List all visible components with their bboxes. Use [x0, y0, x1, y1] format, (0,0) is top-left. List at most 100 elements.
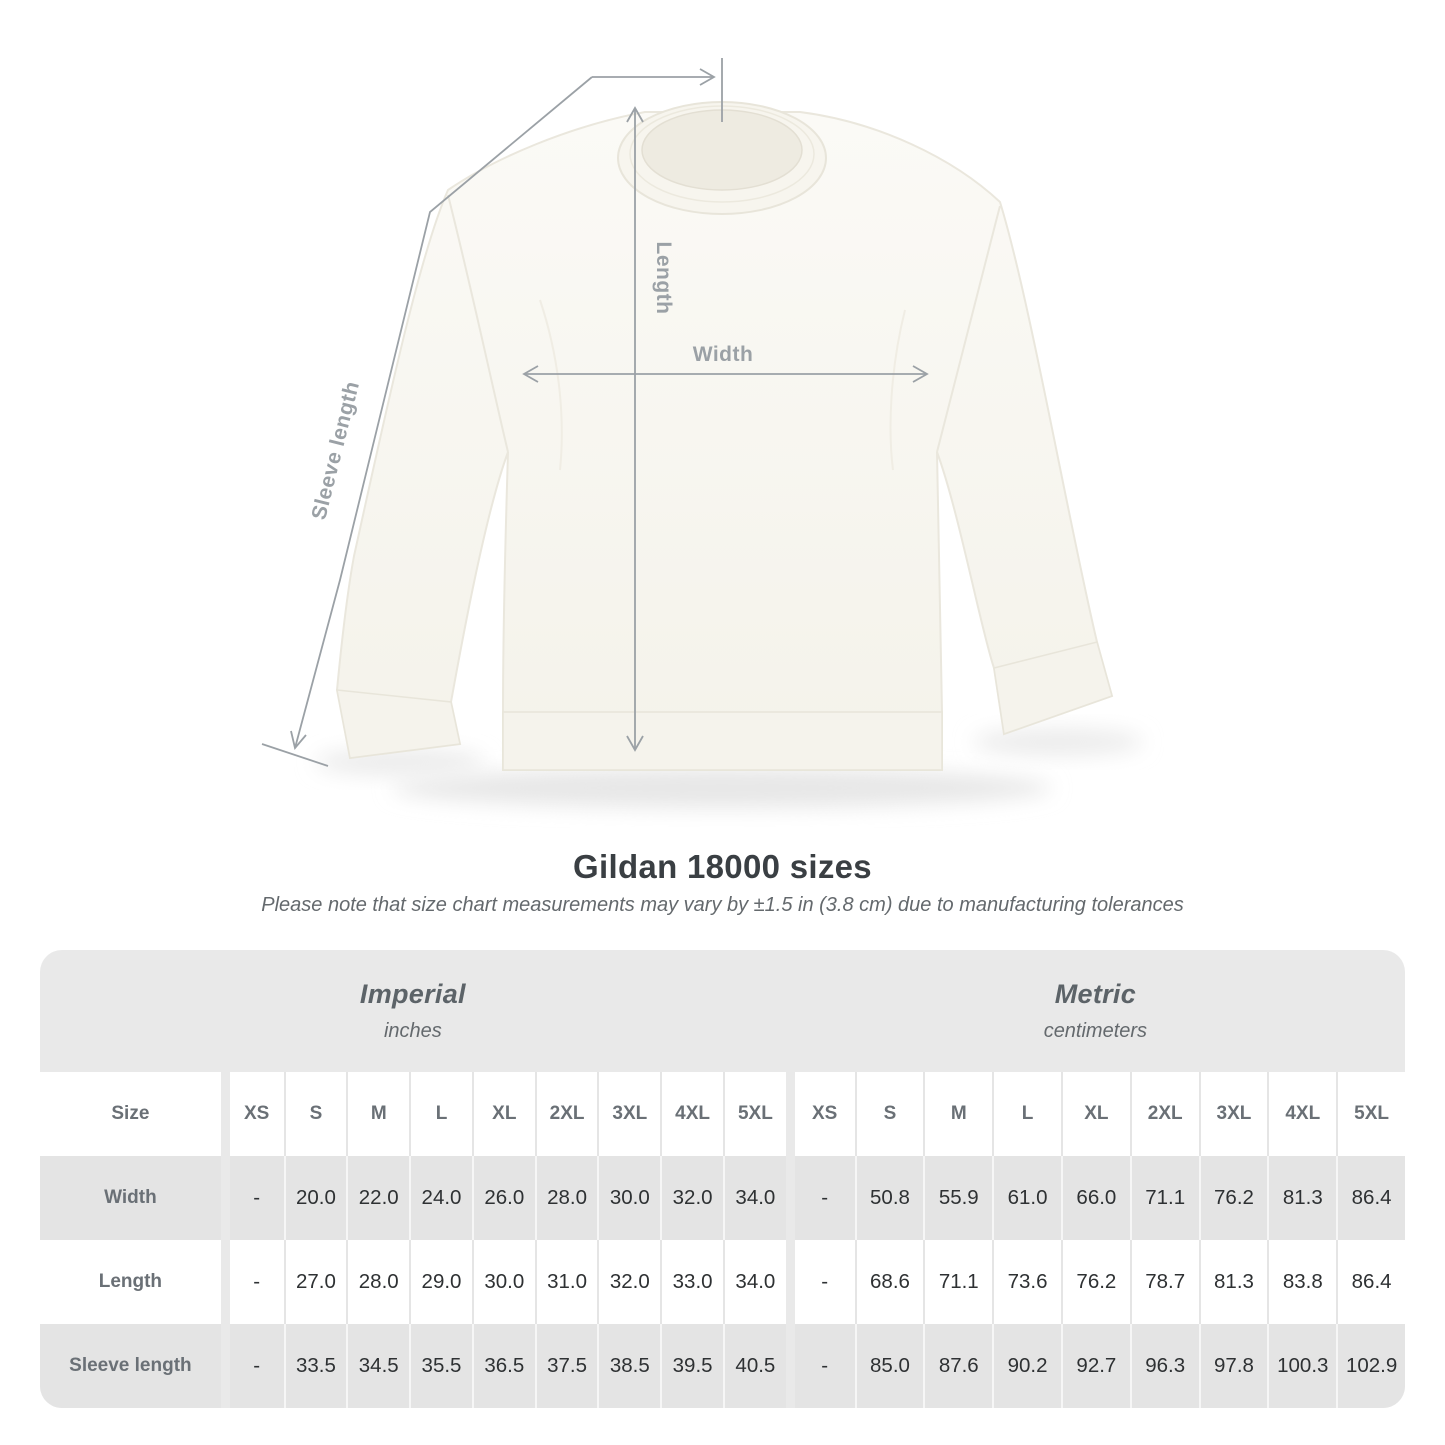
size-col-header: 4XL	[1267, 1072, 1337, 1156]
size-col-header: 5XL	[1336, 1072, 1405, 1156]
value-cell: 29.0	[409, 1240, 472, 1324]
value-cell: -	[220, 1156, 284, 1240]
value-cell: 96.3	[1129, 1324, 1199, 1408]
value-cell: 76.2	[1060, 1240, 1130, 1324]
value-cell: -	[785, 1324, 855, 1408]
unit-group-imperial: Imperial inches	[40, 950, 786, 1072]
size-col-header: L	[409, 1072, 472, 1156]
size-col-header: S	[854, 1072, 924, 1156]
value-cell: 66.0	[1060, 1156, 1130, 1240]
value-cell: 38.5	[597, 1324, 661, 1408]
sleeve-length-arrow-line	[261, 58, 723, 767]
size-col-header: 2XL	[1129, 1072, 1199, 1156]
unit-group-metric: Metric centimeters	[786, 950, 1405, 1072]
unit-group-unit: inches	[383, 1020, 442, 1042]
right-cuff	[993, 641, 1113, 736]
value-cell: 33.0	[660, 1240, 723, 1324]
value-cell: 102.9	[1336, 1324, 1405, 1408]
value-cell: 28.0	[534, 1156, 598, 1240]
value-cell: 30.0	[471, 1240, 535, 1324]
value-cell: 40.5	[723, 1324, 786, 1408]
length-label: Length	[652, 242, 675, 315]
value-cell: 34.0	[723, 1240, 786, 1324]
value-cell: 37.5	[534, 1324, 598, 1408]
measurement-lines	[261, 58, 929, 767]
value-cell: -	[220, 1240, 284, 1324]
value-cell: 36.5	[471, 1324, 535, 1408]
value-cell: 81.3	[1267, 1156, 1337, 1240]
size-col-header: XL	[1060, 1072, 1130, 1156]
value-cell: 22.0	[346, 1156, 410, 1240]
value-cell: 100.3	[1267, 1324, 1337, 1408]
value-cell: 83.8	[1267, 1240, 1337, 1324]
size-col-header: XS	[785, 1072, 855, 1156]
value-cell: 50.8	[854, 1156, 924, 1240]
width-arrow-line	[522, 365, 929, 383]
row-label: Sleeve length	[40, 1324, 221, 1408]
value-cell: -	[785, 1156, 855, 1240]
tolerance-note: Please note that size chart measurements…	[261, 894, 1184, 916]
length-arrow-line	[626, 106, 644, 752]
value-cell: 86.4	[1336, 1240, 1405, 1324]
value-cell: 31.0	[534, 1240, 598, 1324]
value-cell: 39.5	[660, 1324, 723, 1408]
size-table: Imperial inches Metric centimeters Size …	[40, 950, 1405, 1408]
armhole-seams	[447, 194, 1001, 453]
value-cell: 90.2	[992, 1324, 1061, 1408]
value-cell: 86.4	[1336, 1156, 1405, 1240]
value-cell: 28.0	[346, 1240, 410, 1324]
value-cell: 76.2	[1198, 1156, 1268, 1240]
value-cell: 97.8	[1198, 1324, 1268, 1408]
value-cell: 27.0	[283, 1240, 347, 1324]
fabric-folds	[539, 299, 906, 471]
value-cell: 35.5	[409, 1324, 472, 1408]
value-cell: 30.0	[597, 1156, 661, 1240]
size-col-header: 3XL	[1198, 1072, 1268, 1156]
value-cell: 61.0	[992, 1156, 1061, 1240]
size-col-header: XL	[471, 1072, 535, 1156]
value-cell: 73.6	[992, 1240, 1061, 1324]
value-cell: 34.5	[346, 1324, 410, 1408]
size-col-header: 2XL	[534, 1072, 598, 1156]
value-cell: 68.6	[854, 1240, 924, 1324]
hem-band	[502, 711, 943, 771]
value-cell: 81.3	[1198, 1240, 1268, 1324]
size-header-cell: Size	[40, 1072, 221, 1156]
value-cell: -	[785, 1240, 855, 1324]
unit-group-name: Imperial	[359, 979, 466, 1009]
value-cell: 85.0	[854, 1324, 924, 1408]
value-cell: 20.0	[283, 1156, 347, 1240]
size-col-header: M	[346, 1072, 410, 1156]
collar	[617, 101, 827, 215]
sweatshirt-diagram-svg: Length Width Sleeve length	[261, 58, 1143, 808]
size-col-header: S	[283, 1072, 347, 1156]
sweatshirt-body	[335, 111, 1114, 771]
row-label: Length	[40, 1240, 221, 1324]
size-col-header: 5XL	[723, 1072, 786, 1156]
size-col-header: M	[923, 1072, 993, 1156]
value-cell: 32.0	[597, 1240, 661, 1324]
unit-group-name: Metric	[1054, 979, 1137, 1009]
left-cuff	[336, 689, 461, 759]
value-cell: 55.9	[923, 1156, 993, 1240]
value-cell: 26.0	[471, 1156, 535, 1240]
value-cell: 92.7	[1060, 1324, 1130, 1408]
row-label: Width	[40, 1156, 221, 1240]
sweatshirt-illustration	[335, 101, 1114, 771]
sleeve-length-label: Sleeve length	[307, 379, 364, 522]
size-col-header: L	[992, 1072, 1061, 1156]
value-cell: 87.6	[923, 1324, 993, 1408]
value-cell: 71.1	[1129, 1156, 1199, 1240]
size-col-header: 3XL	[597, 1072, 661, 1156]
value-cell: 32.0	[660, 1156, 723, 1240]
value-cell: 24.0	[409, 1156, 472, 1240]
value-cell: 34.0	[723, 1156, 786, 1240]
value-cell: 33.5	[283, 1324, 347, 1408]
sweatshirt-measurement-diagram: Length Width Sleeve length	[261, 58, 1143, 808]
value-cell: 78.7	[1129, 1240, 1199, 1324]
unit-group-unit: centimeters	[1043, 1020, 1148, 1042]
size-col-header: XS	[220, 1072, 284, 1156]
value-cell: 71.1	[923, 1240, 993, 1324]
value-cell: -	[220, 1324, 284, 1408]
